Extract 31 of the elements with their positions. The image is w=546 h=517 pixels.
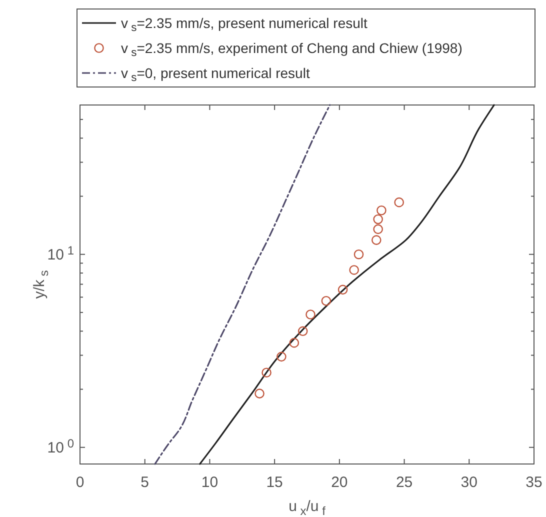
point <box>321 296 332 306</box>
legend-label: v$_{s}$=2.35 mm/s, present numerical result <box>121 15 368 34</box>
point <box>376 205 386 216</box>
x-tick-label: 5 <box>140 474 150 491</box>
line-series <box>154 104 331 465</box>
point <box>394 197 404 208</box>
y-tick-label: 10$^{1}$ <box>47 244 74 264</box>
point <box>373 214 383 224</box>
x-tick-label: 30 <box>460 474 478 491</box>
point <box>371 235 382 245</box>
x-tick-label: 15 <box>266 474 283 491</box>
point <box>298 326 308 336</box>
legend-label: v$_{s}$=2.35 mm/s, experiment of Cheng and Chiew (1998) <box>121 40 462 60</box>
y-tick-label: 10$^{0}$ <box>47 436 74 456</box>
point <box>262 368 272 378</box>
point <box>373 224 383 234</box>
point <box>354 249 364 260</box>
x-tick-label: 10 <box>201 474 218 491</box>
point <box>254 388 264 398</box>
point <box>349 265 359 275</box>
point <box>289 338 300 348</box>
x-tick-label: 25 <box>396 474 413 491</box>
x-tick-label: 20 <box>331 474 348 491</box>
point <box>338 284 348 295</box>
point <box>276 352 286 362</box>
x-tick-label: 35 <box>526 474 542 491</box>
x-tick-label: 0 <box>76 474 84 491</box>
line-series <box>199 104 495 465</box>
x-axis-title: u$_{x}$/u$_{f}$ <box>288 498 326 517</box>
legend-label: v$_{s}$=0, present numerical result <box>121 65 310 84</box>
point <box>306 310 316 320</box>
